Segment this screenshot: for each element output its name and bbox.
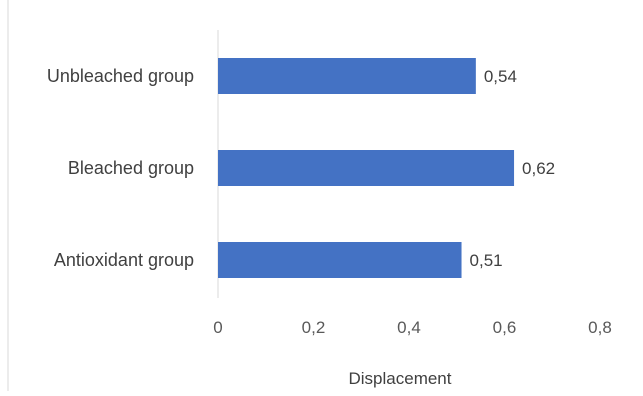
x-tick-label: 0,8 <box>588 318 612 337</box>
bar-value-label: 0,51 <box>470 251 503 270</box>
x-tick-label: 0 <box>213 318 222 337</box>
x-axis-title: Displacement <box>349 369 452 388</box>
bar-antioxidant-group <box>218 242 462 278</box>
bar-unbleached-group <box>218 58 476 94</box>
category-label: Unbleached group <box>47 66 194 86</box>
category-label: Bleached group <box>68 158 194 178</box>
x-tick-label: 0,6 <box>493 318 517 337</box>
bars-layer <box>218 58 515 278</box>
bar-value-label: 0,62 <box>522 159 555 178</box>
bar-value-label: 0,54 <box>484 67 517 86</box>
category-label: Antioxidant group <box>54 250 194 270</box>
x-ticks-layer: 0 0,2 0,4 0,6 0,8 <box>213 318 612 337</box>
x-tick-label: 0,2 <box>302 318 326 337</box>
labels-layer: Unbleached group 0,54 Bleached group 0,62 An… <box>47 66 555 270</box>
x-tick-label: 0,4 <box>397 318 421 337</box>
bar-bleached-group <box>218 150 515 186</box>
